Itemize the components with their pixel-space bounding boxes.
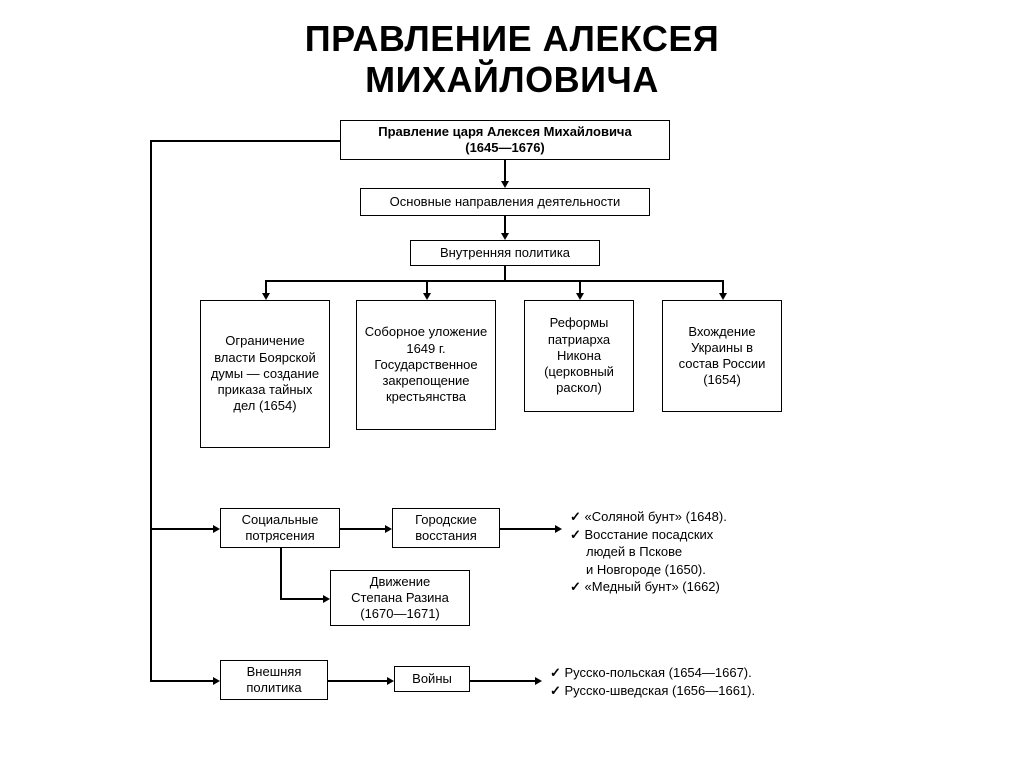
title-line1: ПРАВЛЕНИЕ АЛЕКСЕЯ	[305, 18, 720, 59]
upr-item-0: «Соляной бунт» (1648).	[570, 508, 727, 526]
internal-text: Внутренняя политика	[440, 245, 570, 261]
edge-branch2-v	[426, 280, 428, 294]
edge-social-razin-h	[280, 598, 324, 600]
edge-city-list	[500, 528, 556, 530]
node-wars: Войны	[394, 666, 470, 692]
arrowhead-branch2	[423, 293, 431, 300]
node-foreign-policy: Внешняя политика	[220, 660, 328, 700]
foreign-text: Внешняя политика	[227, 664, 321, 697]
sobornoe-text: Соборное уложение 1649 г. Государственно…	[363, 324, 489, 405]
edge-spine-social-h	[150, 528, 214, 530]
war-item-1: Русско-шведская (1656—1661).	[550, 682, 755, 700]
edge-maindir-internal	[504, 216, 506, 234]
page-title: ПРАВЛЕНИЕ АЛЕКСЕЯ МИХАЙЛОВИЧА	[0, 0, 1024, 101]
edge-root-left-h	[150, 140, 340, 142]
razin-line1: Движение	[370, 574, 431, 590]
main-directions-text: Основные направления деятельности	[390, 194, 621, 210]
node-main-directions: Основные направления деятельности	[360, 188, 650, 216]
checklist-uprisings: «Соляной бунт» (1648). Восстание посадск…	[570, 508, 727, 596]
flowchart: Правление царя Алексея Михайловича (1645…	[130, 120, 900, 730]
upr-item-1: Восстание посадских	[570, 526, 727, 544]
node-social: Социальные потрясения	[220, 508, 340, 548]
title-line2: МИХАЙЛОВИЧА	[365, 59, 659, 100]
node-nikon: Реформы патриарха Никона (церковный раск…	[524, 300, 634, 412]
arrowhead-root-maindir	[501, 181, 509, 188]
nikon-text: Реформы патриарха Никона (церковный раск…	[531, 315, 627, 396]
edge-social-razin-v	[280, 548, 282, 598]
node-razin: Движение Степана Разина (1670—1671)	[330, 570, 470, 626]
razin-line2: Степана Разина	[351, 590, 449, 606]
ukraine-text: Вхождение Украины в состав России (1654)	[669, 324, 775, 389]
arrowhead-foreign-wars	[387, 677, 394, 685]
arrowhead-branch1	[262, 293, 270, 300]
arrowhead-wars-list	[535, 677, 542, 685]
edge-wars-list	[470, 680, 536, 682]
arrowhead-spine-foreign	[213, 677, 220, 685]
edge-root-left-v	[150, 140, 152, 680]
root-line2: (1645—1676)	[465, 140, 545, 156]
arrowhead-maindir-internal	[501, 233, 509, 240]
node-root: Правление царя Алексея Михайловича (1645…	[340, 120, 670, 160]
node-limit-boyar: Ограничение власти Боярской думы — созда…	[200, 300, 330, 448]
checklist-wars: Русско-польская (1654—1667). Русско-швед…	[550, 664, 755, 699]
edge-branch1-v	[265, 280, 267, 294]
arrowhead-social-city	[385, 525, 392, 533]
arrowhead-spine-social	[213, 525, 220, 533]
social-text: Социальные потрясения	[227, 512, 333, 545]
upr-item-3: и Новгороде (1650).	[570, 561, 727, 579]
node-internal-policy: Внутренняя политика	[410, 240, 600, 266]
edge-root-maindir	[504, 160, 506, 182]
upr-item-4: «Медный бунт» (1662)	[570, 578, 727, 596]
city-text: Городские восстания	[399, 512, 493, 545]
arrowhead-branch3	[576, 293, 584, 300]
arrowhead-branch4	[719, 293, 727, 300]
upr-item-2: людей в Пскове	[570, 543, 727, 561]
edge-internal-down	[504, 266, 506, 280]
arrowhead-social-razin	[323, 595, 330, 603]
edge-social-city	[340, 528, 386, 530]
war-item-0: Русско-польская (1654—1667).	[550, 664, 755, 682]
node-ukraine: Вхождение Украины в состав России (1654)	[662, 300, 782, 412]
arrowhead-city-list	[555, 525, 562, 533]
limit-text: Ограничение власти Боярской думы — созда…	[207, 333, 323, 414]
razin-line3: (1670—1671)	[360, 606, 440, 622]
edge-foreign-wars	[328, 680, 388, 682]
edge-branch3-v	[579, 280, 581, 294]
wars-text: Войны	[412, 671, 452, 687]
edge-branch4-v	[722, 280, 724, 294]
root-line1: Правление царя Алексея Михайловича	[378, 124, 631, 140]
node-sobornoe: Соборное уложение 1649 г. Государственно…	[356, 300, 496, 430]
node-city-uprisings: Городские восстания	[392, 508, 500, 548]
edge-spine-foreign-h	[150, 680, 214, 682]
edge-internal-bus	[265, 280, 722, 282]
